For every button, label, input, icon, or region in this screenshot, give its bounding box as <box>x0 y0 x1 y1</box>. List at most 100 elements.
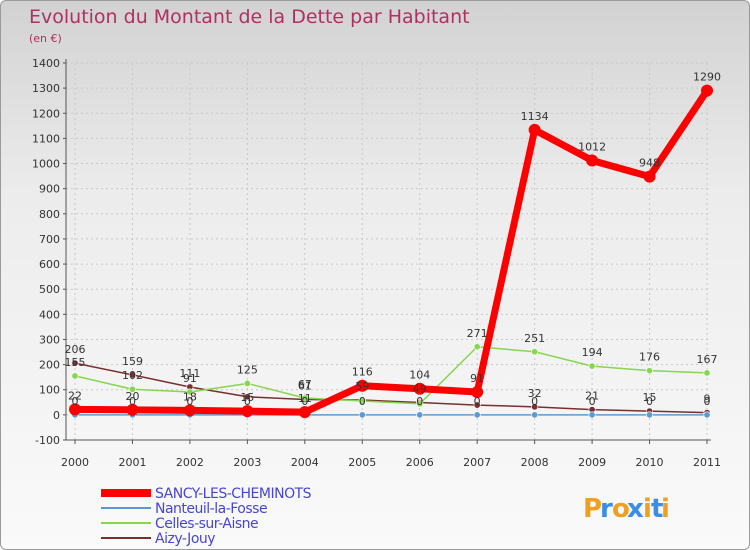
series-point-0 <box>69 403 81 416</box>
logo-letter: x <box>627 494 644 524</box>
data-label-0: 1290 <box>693 71 721 84</box>
logo-letter: r <box>600 494 613 524</box>
series-point-2 <box>128 385 136 393</box>
series-point-2 <box>473 343 481 351</box>
y-tick-label: 400 <box>39 308 60 321</box>
data-label-1: 0 <box>474 395 481 408</box>
data-label-1: 0 <box>416 395 423 408</box>
x-tick-label: 2003 <box>233 456 261 469</box>
data-label-1: 0 <box>301 395 308 408</box>
y-tick-label: 600 <box>39 258 60 271</box>
series-line-0 <box>74 88 710 416</box>
data-label-2: 176 <box>639 351 660 364</box>
series-point-3 <box>531 403 539 411</box>
series-point-1 <box>703 411 711 419</box>
series-point-0 <box>413 382 426 395</box>
series-point-0 <box>298 406 311 419</box>
data-label-2: 91 <box>183 372 197 385</box>
series-point-2 <box>646 367 654 375</box>
series-point-3 <box>71 359 79 367</box>
series-point-0 <box>701 84 713 97</box>
proxiti-logo: Pr ox i ti <box>583 494 670 524</box>
y-tick-label: 500 <box>39 283 60 296</box>
data-label-3: 15 <box>643 391 657 404</box>
data-label-3: 49 <box>413 383 427 396</box>
x-tick-label: 2004 <box>291 456 319 469</box>
y-tick-label: 100 <box>39 384 60 397</box>
y-tick-label: 800 <box>39 208 60 221</box>
series-point-0 <box>126 403 139 416</box>
series-point-2 <box>416 400 424 408</box>
series-point-0 <box>528 123 541 136</box>
series-point-1 <box>473 411 481 419</box>
series-point-0 <box>183 404 196 417</box>
data-label-0: 104 <box>409 369 430 382</box>
data-label-1: 0 <box>244 395 251 408</box>
data-label-2: 155 <box>65 356 86 369</box>
legend-label-2: Celles-sur-Aisne <box>155 516 258 532</box>
data-label-0: 11 <box>298 392 312 405</box>
y-tick-label: -100 <box>35 434 60 447</box>
data-label-3: 59 <box>355 380 369 393</box>
data-label-2: 167 <box>697 353 718 366</box>
series-point-0 <box>643 170 656 183</box>
data-label-3: 111 <box>179 367 200 380</box>
series-point-2 <box>588 362 596 370</box>
chart-subtitle: (en €) <box>29 32 62 45</box>
x-tick-label: 2011 <box>693 456 721 469</box>
data-label-2: 125 <box>237 363 258 376</box>
data-label-0: 18 <box>183 390 197 403</box>
series-point-1 <box>531 411 539 419</box>
data-label-1: 0 <box>589 395 596 408</box>
data-label-0: 1134 <box>521 110 549 123</box>
logo-letter: o <box>612 494 630 524</box>
logo-letter: i <box>643 494 652 524</box>
data-label-0: 20 <box>125 390 139 403</box>
x-tick-label: 2007 <box>463 456 491 469</box>
data-label-3: 159 <box>122 355 143 368</box>
series-point-2 <box>301 394 309 402</box>
series-point-2 <box>243 379 251 387</box>
series-point-0 <box>586 154 599 167</box>
data-label-0: 948 <box>639 157 660 170</box>
x-tick-label: 2010 <box>636 456 664 469</box>
grid <box>66 62 711 441</box>
data-label-3: 21 <box>585 390 599 403</box>
y-tick-label: 1400 <box>32 57 60 70</box>
data-label-1: 0 <box>531 395 538 408</box>
data-label-0: 116 <box>352 366 373 379</box>
chart-title: Evolution du Montant de la Dette par Hab… <box>29 6 470 28</box>
legend-label-0: SANCY-LES-CHEMINOTS <box>155 486 312 502</box>
series-point-2 <box>186 388 194 396</box>
data-labels: 22 20 18 15 11 116 104 91 1134 1012 948 1290 0 0 0 0 0 0 0… <box>65 71 722 408</box>
series-point-2 <box>703 369 711 377</box>
y-tick-label: 1300 <box>32 82 60 95</box>
data-label-0: 22 <box>68 389 82 402</box>
series-point-2 <box>531 348 539 356</box>
data-label-1: 0 <box>646 395 653 408</box>
data-label-1: 0 <box>186 395 193 408</box>
series-point-3 <box>128 371 136 379</box>
y-tick-label: 700 <box>39 233 60 246</box>
x-tick-label: 2006 <box>406 456 434 469</box>
series-point-0 <box>241 405 254 418</box>
data-label-2: 67 <box>298 378 312 391</box>
series-point-1 <box>358 411 366 419</box>
y-tick-label: 200 <box>39 359 60 372</box>
y-tick-label: 1100 <box>32 132 60 145</box>
x-tick-label: 2005 <box>348 456 376 469</box>
data-label-3: 61 <box>298 380 312 393</box>
legend: SANCY-LES-CHEMINOTSNanteuil-la-FosseCell… <box>101 486 312 547</box>
data-label-0: 15 <box>240 391 254 404</box>
x-tick-label: 2002 <box>176 456 204 469</box>
data-label-1: 0 <box>704 395 711 408</box>
data-label-2: 251 <box>524 332 545 345</box>
data-label-1: 0 <box>72 395 79 408</box>
data-label-0: 91 <box>470 372 484 385</box>
y-tick-label: 0 <box>53 409 60 422</box>
data-label-1: 0 <box>129 395 136 408</box>
series-point-1 <box>646 411 654 419</box>
x-tick-label: 2009 <box>578 456 606 469</box>
